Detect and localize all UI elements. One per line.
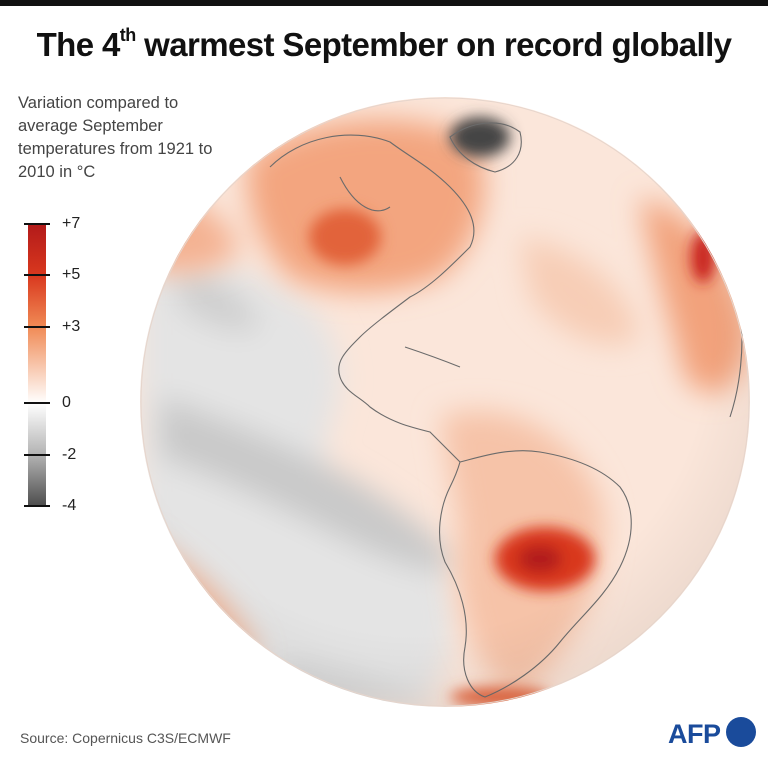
legend-tick-label: +3 — [62, 317, 81, 335]
page-title: The 4th warmest September on record glob… — [0, 26, 768, 64]
legend-tick-label: -2 — [62, 445, 77, 463]
legend-tick — [24, 325, 50, 328]
legend-tick — [24, 505, 50, 507]
legend-tick-label: -4 — [62, 497, 77, 514]
map-subtitle: Variation compared to average September … — [18, 94, 213, 181]
title-suffix: warmest September on record globally — [135, 26, 732, 63]
title-prefix: The 4 — [36, 26, 121, 63]
legend-color-bar — [28, 224, 46, 506]
source-credit: Source: Copernicus C3S/ECMWF — [20, 730, 231, 746]
title-superscript: th — [119, 25, 136, 45]
legend-tick-label: 0 — [62, 394, 71, 412]
legend-tick-label: +7 — [62, 215, 81, 232]
temperature-anomaly-globe — [140, 97, 750, 707]
afp-logo-text: AFP — [668, 719, 721, 749]
legend-tick — [24, 453, 50, 456]
legend-tick — [24, 223, 50, 225]
legend-tick — [24, 274, 50, 277]
color-legend: +7 +5 +3 0 -2 -4 — [20, 212, 130, 514]
legend-tick-label: +5 — [62, 266, 81, 284]
legend-tick — [24, 402, 50, 405]
afp-logo-dot-icon — [726, 717, 756, 747]
top-rule — [0, 0, 768, 6]
